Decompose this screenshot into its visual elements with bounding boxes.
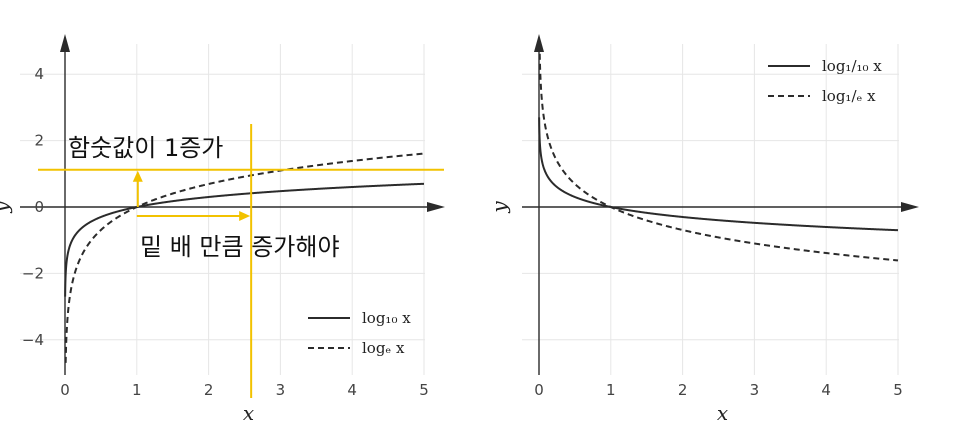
y-axis-arrow-icon: [60, 34, 70, 52]
y-axis-label: y: [487, 201, 511, 214]
y-tick-label: 4: [34, 65, 44, 83]
arrow-right-icon: [239, 211, 251, 221]
series-line-negln: [538, 53, 899, 262]
x-tick-label: 1: [132, 381, 142, 399]
legend-entry: log₁₀ x: [362, 309, 411, 327]
y-axis-label: y: [0, 201, 13, 214]
legend-entry: log₁/ₑ x: [822, 87, 876, 105]
annotation-x-multiply: 밑 배 만큼 증가해야: [140, 233, 340, 261]
axes: [522, 34, 919, 375]
x-axis-label: x: [717, 401, 728, 425]
series-line-ln: [64, 152, 425, 363]
y-tick-label: 2: [34, 132, 44, 150]
x-tick-label: 2: [204, 381, 214, 399]
x-tick-label: 1: [606, 381, 616, 399]
right-chart: 0 1 2 3 4 5 x y log₁/₁₀ x log₁/ₑ x: [487, 34, 919, 425]
x-axis-arrow-icon: [427, 202, 445, 212]
annotation-y-increase: 함숫값이 1증가: [68, 134, 223, 162]
x-tick-label: 5: [419, 381, 429, 399]
x-tick-label: 4: [347, 381, 357, 399]
y-tick-label: 0: [34, 198, 44, 216]
y-axis-arrow-icon: [534, 34, 544, 52]
series-line-neglog10: [538, 117, 899, 232]
x-tick-label: 3: [750, 381, 760, 399]
x-tick-label: 0: [534, 381, 544, 399]
x-tick-label: 2: [678, 381, 688, 399]
legend: log₁₀ x logₑ x: [308, 309, 411, 357]
x-axis-label: x: [243, 401, 254, 425]
x-tick-label: 5: [893, 381, 903, 399]
arrow-up-icon: [132, 170, 143, 182]
x-tick-label: 0: [60, 381, 70, 399]
x-tick-label: 3: [276, 381, 286, 399]
legend-entry: log₁/₁₀ x: [822, 57, 882, 75]
y-tick-label: −4: [22, 331, 44, 349]
y-tick-label: −2: [22, 264, 44, 282]
series-line-log10: [64, 182, 425, 297]
x-tick-label: 4: [821, 381, 831, 399]
legend-entry: logₑ x: [362, 339, 405, 357]
axes: [20, 34, 445, 375]
legend: log₁/₁₀ x log₁/ₑ x: [768, 57, 882, 105]
x-axis-arrow-icon: [901, 202, 919, 212]
